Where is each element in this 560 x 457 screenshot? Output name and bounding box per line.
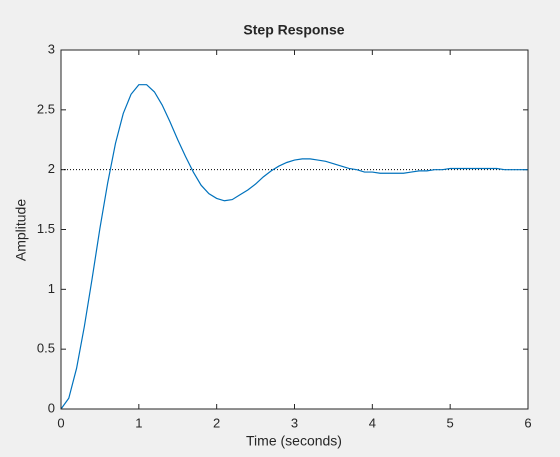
y-tick-label: 2.5 [37,101,55,116]
y-tick-label: 3 [48,41,55,56]
y-axis-label: Amplitude [13,199,29,261]
x-tick-label: 5 [447,415,454,430]
y-tick-label: 0 [48,400,55,415]
axes-box [60,49,529,410]
plot-area [61,50,528,409]
x-tick-label: 0 [57,415,64,430]
x-tick-label: 1 [135,415,142,430]
response-line [60,84,528,410]
x-tick-label: 2 [213,415,220,430]
y-tick-label: 1 [48,281,55,296]
chart-title: Step Response [243,22,344,38]
y-tick-label: 1.5 [37,221,55,236]
y-tick-label: 0.5 [37,341,55,356]
x-tick-label: 6 [524,415,531,430]
y-tick-label: 2 [48,161,55,176]
x-tick-label: 3 [291,415,298,430]
x-axis-label: Time (seconds) [246,433,342,449]
x-tick-label: 4 [369,415,376,430]
